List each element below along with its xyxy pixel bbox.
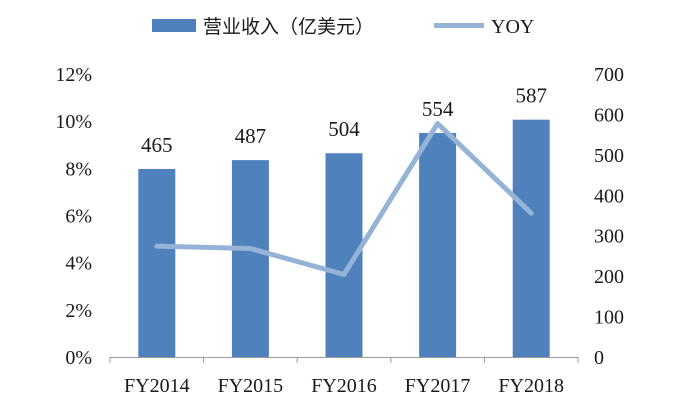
left-axis-tick-label: 8%	[65, 158, 92, 180]
right-axis-tick-label: 600	[594, 104, 624, 126]
x-axis-category-label: FY2017	[405, 375, 471, 397]
right-axis-tick-label: 200	[594, 266, 624, 288]
x-axis-category-label: FY2014	[124, 375, 190, 397]
legend: 营业收入（亿美元） YOY	[152, 16, 534, 38]
right-axis-tick-label: 300	[594, 226, 624, 248]
revenue-bar	[231, 160, 269, 357]
revenue-data-label: 504	[328, 117, 360, 141]
left-axis-tick-label: 10%	[55, 111, 92, 133]
left-axis-tick-label: 0%	[65, 347, 92, 369]
bars	[138, 119, 550, 357]
left-axis-tick-label: 6%	[65, 206, 92, 228]
right-axis-tick-label: 0	[594, 347, 604, 369]
x-axis: FY2014 FY2015 FY2016 FY2017 FY2018	[109, 357, 579, 397]
legend-line-label: YOY	[491, 16, 534, 38]
revenue-bar	[419, 133, 457, 357]
right-axis: 0 100 200 300 400 500 600 700	[594, 64, 624, 369]
revenue-bar	[138, 169, 176, 357]
left-axis-tick-label: 2%	[65, 300, 92, 322]
x-axis-category-label: FY2018	[498, 375, 564, 397]
left-axis: 0% 2% 4% 6% 8% 10% 12%	[55, 64, 92, 369]
right-axis-tick-label: 500	[594, 145, 624, 167]
left-axis-tick-label: 12%	[55, 64, 92, 86]
legend-bar-label: 营业收入（亿美元）	[203, 16, 374, 38]
x-axis-category-label: FY2015	[218, 375, 284, 397]
revenue-data-label: 465	[141, 133, 173, 157]
revenue-data-label: 587	[515, 84, 547, 108]
x-axis-category-label: FY2016	[311, 375, 377, 397]
revenue-bar	[512, 119, 550, 357]
right-axis-tick-label: 100	[594, 307, 624, 329]
revenue-data-label: 554	[422, 97, 454, 121]
bar-labels: 465 487 504 554 587	[141, 84, 547, 157]
left-axis-tick-label: 4%	[65, 253, 92, 275]
yoy-line-series	[154, 121, 534, 277]
revenue-data-label: 487	[235, 124, 267, 148]
right-axis-tick-label: 700	[594, 64, 624, 86]
legend-bar-swatch	[152, 19, 196, 32]
right-axis-tick-label: 400	[594, 185, 624, 207]
